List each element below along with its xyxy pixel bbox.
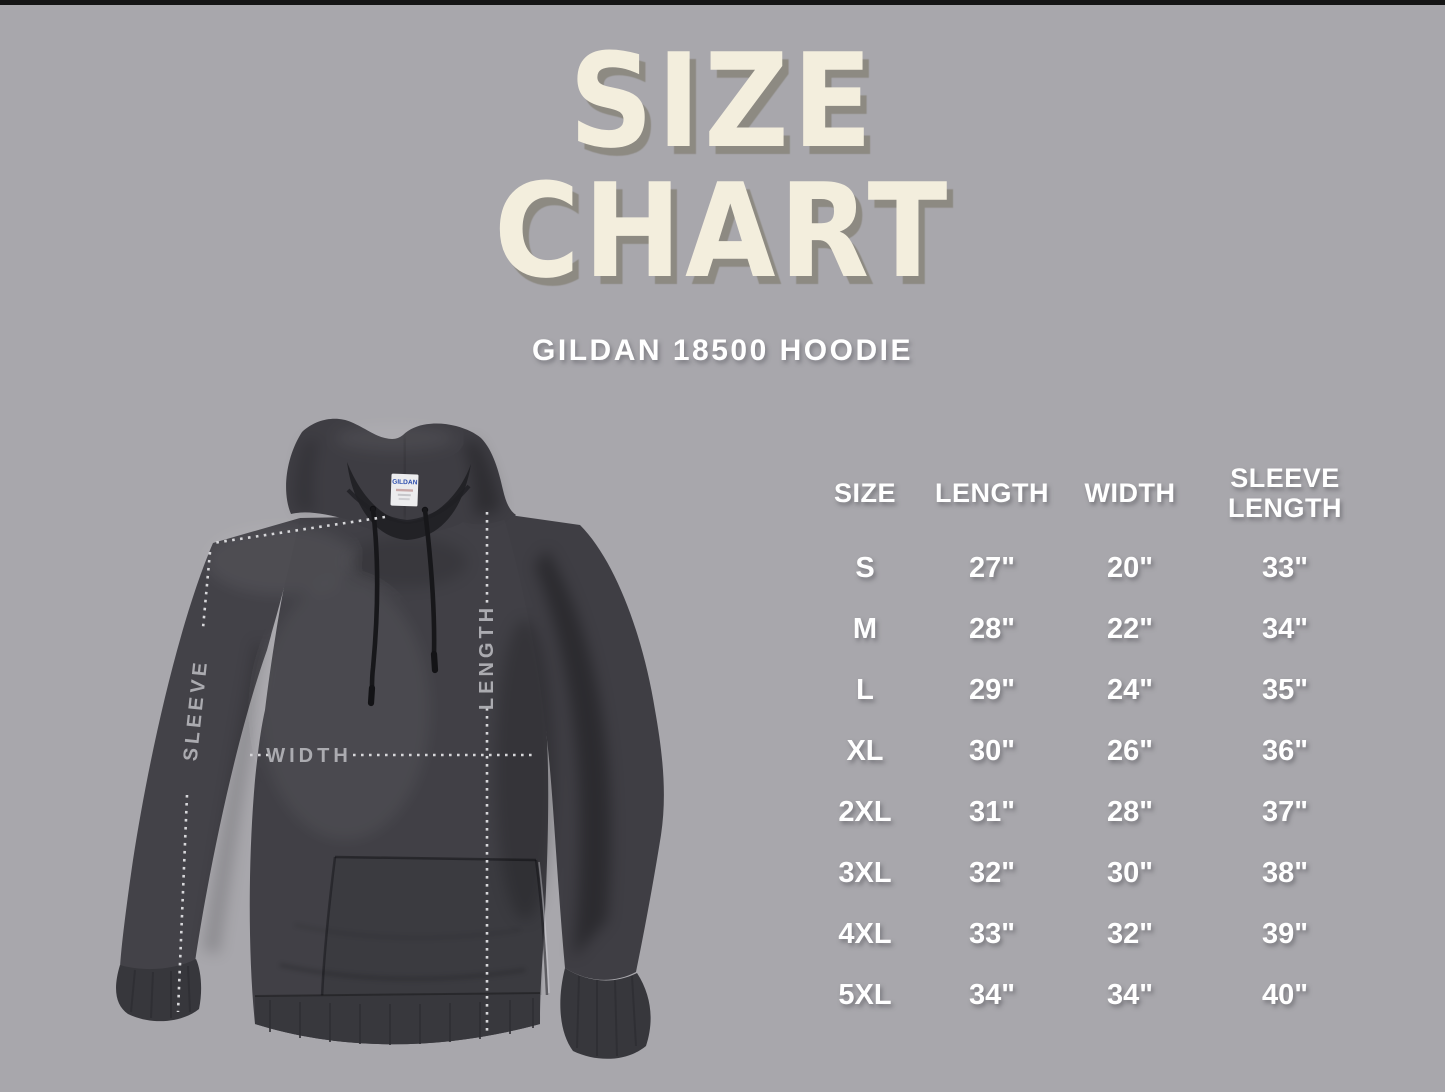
cell-length: 29" <box>968 674 1015 706</box>
hoodie-illustration: GILDAN SLEEVE LENGTH <box>116 418 664 1059</box>
width-measure-label: WIDTH <box>266 745 352 767</box>
cell-sleeve-length: 40" <box>1261 979 1308 1011</box>
cell-sleeve-length: 38" <box>1261 857 1308 889</box>
cell-sleeve-length: 39" <box>1261 918 1308 950</box>
cell-width: 22" <box>1106 613 1153 645</box>
right-cuff <box>560 968 651 1059</box>
header-sleeve-length: SLEEVE LENGTH <box>1228 462 1342 523</box>
top-edge-bar <box>0 0 1445 5</box>
table-row: XL 30" 26" 36" <box>806 721 1370 782</box>
cell-length: 30" <box>968 735 1015 767</box>
size-table-header: SIZE LENGTH WIDTH SLEEVE LENGTH <box>806 452 1370 534</box>
table-row: 2XL 31" 28" 37" <box>806 782 1370 843</box>
cell-width: 34" <box>1106 979 1153 1011</box>
cell-size: 4XL <box>838 918 892 950</box>
cell-size: M <box>852 613 878 645</box>
cell-width: 26" <box>1106 735 1153 767</box>
size-table-body: S 27" 20" 33" M 28" 22" 34" L 29" 24" 35… <box>806 538 1370 1026</box>
product-subtitle: GILDAN 18500 HOODIE <box>532 334 913 367</box>
drawstrings <box>367 505 439 707</box>
cell-length: 27" <box>968 552 1015 584</box>
hood-interior <box>347 462 471 540</box>
cell-width: 32" <box>1106 918 1153 950</box>
neck-tag: GILDAN <box>390 473 419 507</box>
cell-sleeve-length: 35" <box>1261 674 1308 706</box>
cell-size: 3XL <box>838 857 892 889</box>
length-measure-label: LENGTH <box>476 604 498 710</box>
table-row: L 29" 24" 35" <box>806 660 1370 721</box>
page-title: SIZE CHART <box>0 36 1445 296</box>
table-row: 3XL 32" 30" 38" <box>806 843 1370 904</box>
sleeve-measure-line <box>212 515 386 545</box>
cell-length: 31" <box>968 796 1015 828</box>
cell-length: 28" <box>968 613 1015 645</box>
cell-width: 30" <box>1106 857 1153 889</box>
tag-brand-text: GILDAN <box>392 479 418 487</box>
page-title-line1: SIZE <box>569 25 876 177</box>
cell-sleeve-length: 33" <box>1261 552 1308 584</box>
cell-length: 32" <box>968 857 1015 889</box>
cell-width: 24" <box>1106 674 1153 706</box>
cell-size: L <box>856 674 874 706</box>
page-title-line2: CHART <box>493 155 951 307</box>
cell-size: 5XL <box>838 979 892 1011</box>
hem-band <box>254 992 541 1045</box>
header-width: WIDTH <box>1084 477 1176 508</box>
cell-size: 2XL <box>838 796 892 828</box>
cell-sleeve-length: 36" <box>1261 735 1308 767</box>
header-length: LENGTH <box>935 477 1049 508</box>
cell-length: 34" <box>968 979 1015 1011</box>
cell-sleeve-length: 37" <box>1261 796 1308 828</box>
table-row: 5XL 34" 34" 40" <box>806 965 1370 1026</box>
cell-width: 20" <box>1106 552 1153 584</box>
cell-length: 33" <box>968 918 1015 950</box>
cell-sleeve-length: 34" <box>1261 613 1308 645</box>
left-cuff <box>116 959 202 1022</box>
cell-width: 28" <box>1106 796 1153 828</box>
size-table: SIZE LENGTH WIDTH SLEEVE LENGTH S 27" 20… <box>806 452 1370 1026</box>
table-row: S 27" 20" 33" <box>806 538 1370 599</box>
left-sleeve <box>120 518 300 973</box>
cell-size: XL <box>846 735 884 767</box>
table-row: M 28" 22" 34" <box>806 599 1370 660</box>
header-size: SIZE <box>833 477 896 508</box>
hoodie-photo-area: GILDAN SLEEVE LENGTH <box>95 410 715 1070</box>
cell-size: S <box>855 552 875 584</box>
table-row: 4XL 33" 32" 39" <box>806 904 1370 965</box>
